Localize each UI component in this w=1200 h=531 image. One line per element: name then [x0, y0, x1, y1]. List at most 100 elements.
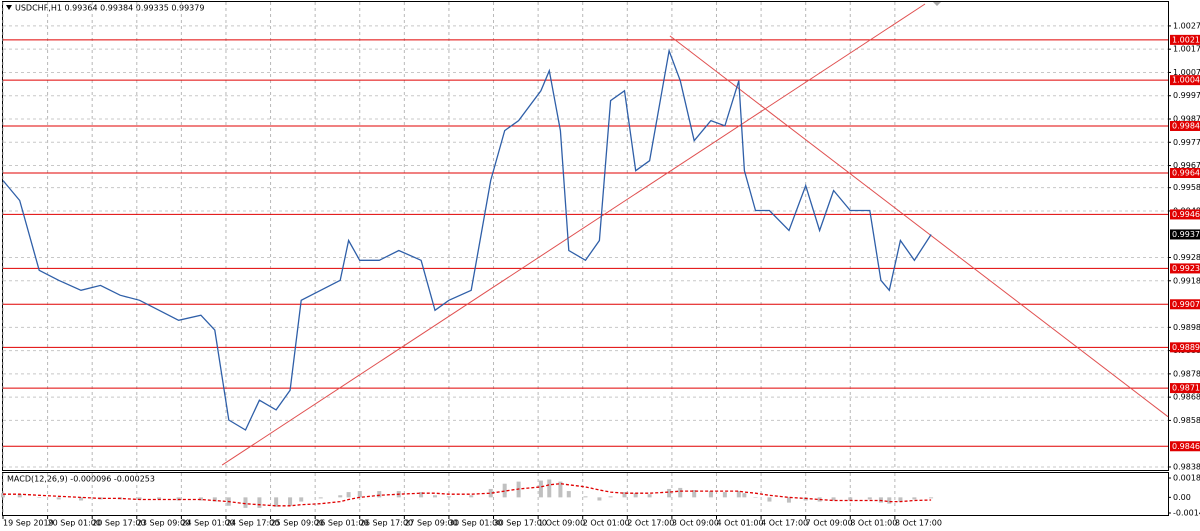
macd-bar: [1, 493, 5, 498]
x-tick-label: 30 Sep 01:00: [449, 519, 502, 528]
price-line: [3, 483, 932, 507]
macd-bar: [767, 497, 772, 502]
level-label-bg: [1170, 263, 1200, 274]
level-label: 0.99845: [1172, 121, 1200, 130]
macd-bar: [488, 488, 493, 498]
level-label-bg: [1170, 209, 1200, 220]
level-label-bg: [1170, 383, 1200, 394]
macd-bar: [583, 496, 588, 498]
level-label-bg: [1170, 342, 1200, 353]
macd-bar: [243, 497, 248, 508]
macd-bar: [79, 497, 84, 501]
y-tick-label: 1.00275: [1173, 21, 1200, 30]
macd-bar: [817, 497, 822, 502]
macd-bar: [597, 497, 602, 501]
x-tick-label: 7 Oct 09:00: [806, 519, 853, 528]
x-tick-label: 26 Sep 17:00: [360, 519, 413, 528]
x-tick-label: 2 Oct 01:00: [583, 519, 630, 528]
macd-title: MACD(12,26,9) -0.000096 -0.000253: [7, 475, 155, 484]
level-label-bg: [1170, 34, 1200, 45]
y-tick-label: 0.00: [1173, 493, 1191, 502]
level-label-bg: [1170, 75, 1200, 86]
macd-bar: [547, 479, 552, 498]
macd-bar: [257, 497, 262, 508]
level-label: 0.99233: [1172, 264, 1200, 273]
macd-bar: [469, 495, 474, 498]
macd-bar: [912, 497, 917, 500]
level-label: 0.98894: [1172, 343, 1200, 352]
x-tick-label: 24 Sep 17:00: [226, 519, 279, 528]
y-tick-label: 0.001842: [1173, 474, 1200, 483]
y-tick-label: 0.98380: [1173, 462, 1200, 471]
x-tick-label: 19 Sep 2019: [3, 519, 54, 528]
macd-bar: [377, 491, 382, 498]
trendline: [669, 35, 1169, 418]
macd-bar: [157, 497, 162, 500]
x-tick-label: 3 Oct 09:00: [672, 519, 719, 528]
shift-marker: [933, 2, 941, 6]
macd-bar: [558, 481, 563, 498]
price-label: 0.99379: [1172, 230, 1200, 239]
x-tick-label: 8 Oct 01:00: [850, 519, 897, 528]
menu-arrow[interactable]: [6, 5, 12, 10]
x-tick-label: 25 Sep 09:00: [271, 519, 324, 528]
y-tick-label: 1.00075: [1173, 68, 1200, 77]
level-label: 0.99465: [1172, 210, 1200, 219]
macd-bar: [274, 497, 279, 507]
macd-bar: [446, 496, 451, 498]
macd-bar: [17, 494, 22, 498]
level-label-bg: [1170, 299, 1200, 310]
y-tick-label: 0.99775: [1173, 138, 1200, 147]
trendline: [221, 3, 926, 466]
macd-bar: [338, 495, 343, 498]
macd-bar: [742, 493, 747, 498]
macd-bar: [887, 497, 892, 504]
x-tick-label: 2 Oct 17:00: [627, 519, 674, 528]
macd-bar: [56, 497, 61, 500]
x-tick-label: 20 Sep 01:00: [48, 519, 101, 528]
macd-bar: [867, 497, 872, 500]
x-tick-label: 4 Oct 01:00: [716, 519, 763, 528]
macd-bar: [678, 487, 683, 498]
macd-bar: [299, 497, 304, 502]
macd-bar: [929, 497, 934, 499]
level-label: 0.98719: [1172, 384, 1200, 393]
macd-bar: [502, 483, 507, 498]
x-tick-label: 23 Sep 09:00: [137, 519, 190, 528]
macd-bar: [318, 497, 323, 499]
macd-bar: [137, 497, 142, 500]
macd-bar: [212, 497, 217, 502]
x-tick-label: 26 Sep 01:00: [315, 519, 368, 528]
macd-bar: [736, 491, 741, 498]
macd-bar: [692, 490, 697, 498]
y-tick-label: 0.99975: [1173, 91, 1200, 100]
level-label: 0.99643: [1172, 169, 1200, 178]
price-line: [2, 48, 932, 431]
level-label: 1.00215: [1172, 35, 1200, 44]
x-tick-label: 20 Sep 17:00: [92, 519, 145, 528]
macd-bar: [608, 496, 613, 498]
macd-bar: [566, 491, 571, 498]
macd-bar: [622, 492, 627, 498]
macd-bar: [37, 497, 42, 498]
y-tick-label: 1.00175: [1173, 45, 1200, 54]
x-tick-label: 8 Oct 17:00: [895, 519, 942, 528]
macd-bar: [831, 497, 836, 501]
y-tick-label: 0.99675: [1173, 161, 1200, 170]
y-tick-label: 0.99875: [1173, 115, 1200, 124]
macd-bar: [633, 493, 638, 498]
x-tick-label: 1 Oct 09:00: [538, 519, 585, 528]
price-label-bg: [1170, 229, 1200, 240]
level-label-bg: [1170, 168, 1200, 179]
macd-bar: [419, 492, 424, 498]
macd-bar: [848, 497, 853, 501]
macd-bar: [198, 497, 203, 501]
level-label-bg: [1170, 441, 1200, 452]
macd-bar: [357, 491, 362, 498]
